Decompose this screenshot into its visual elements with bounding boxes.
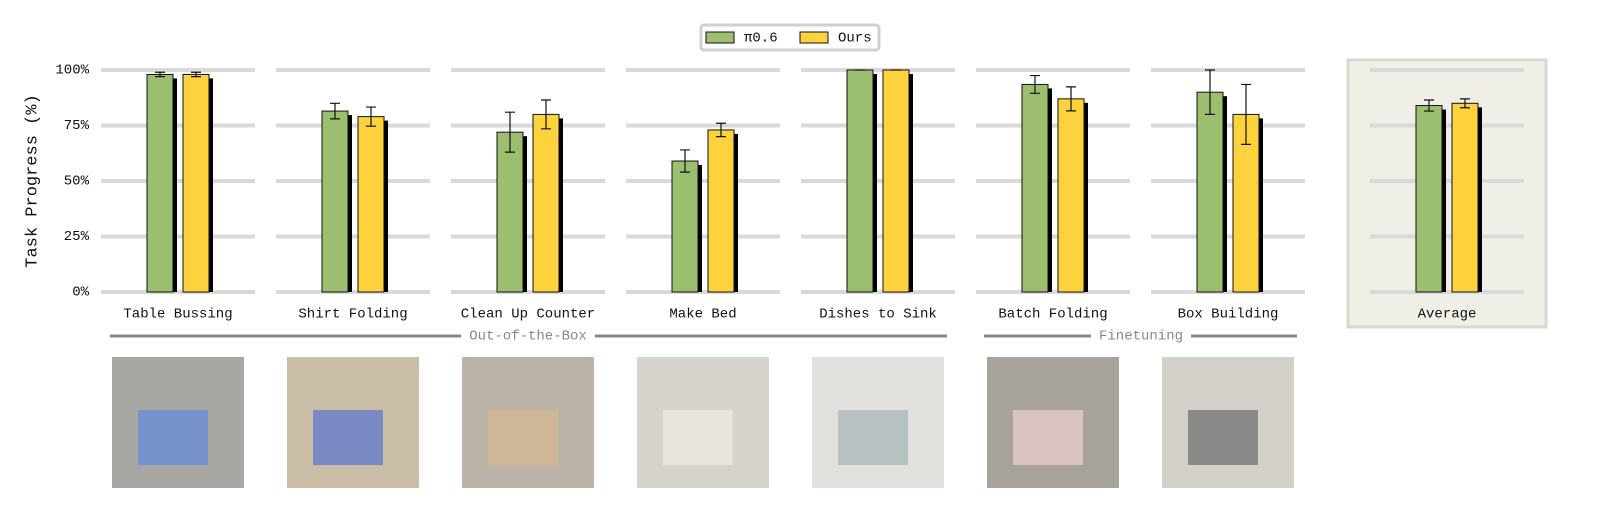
error-bar [366,106,376,127]
bar [182,73,210,293]
y-tick-label: 75% [64,118,90,134]
bar [846,69,874,293]
task-photo-detail [488,410,558,465]
error-bar [155,71,165,78]
photo-fade [987,357,1119,488]
task-photo-detail [1013,410,1083,465]
error-bar [680,149,690,173]
bar [321,110,349,293]
bar [1057,98,1085,293]
y-tick-label: 25% [64,229,90,245]
error-bar [505,111,515,153]
bar [357,116,385,293]
bar [496,131,524,293]
error-bar [1030,74,1040,94]
group-label: Out-of-the-Box [469,329,587,345]
task-photo-detail [1188,410,1258,465]
bar [707,129,735,293]
photo-fade [462,357,594,488]
x-tick-label: Box Building [1178,307,1279,323]
y-tick-label: 0% [72,285,89,301]
task-photo-detail [313,410,383,465]
bar [1196,91,1224,293]
error-bar [1424,99,1434,112]
photo-fade [812,357,944,488]
x-tick-label: Clean Up Counter [461,307,595,323]
error-bar [1205,69,1215,115]
x-tick-label: Table Bussing [123,307,232,323]
legend-label: π0.6 [744,31,778,47]
y-tick-label: 100% [55,63,89,79]
bar [532,113,560,293]
error-bar [330,102,340,120]
photo-fade [1162,357,1294,488]
x-tick-label: Dishes to Sink [819,307,937,323]
x-tick-label: Batch Folding [998,307,1107,323]
task-photo-detail [663,410,733,465]
y-axis-label: Task Progress (%) [23,94,42,267]
error-bar [1241,83,1251,145]
legend-swatch [799,31,829,44]
legend-label: Ours [838,31,872,47]
bar [671,160,699,293]
bar [1021,83,1049,293]
average-panel [1346,58,1548,329]
bar [146,73,174,293]
bar [1451,102,1479,293]
legend-box [699,23,881,52]
group-label: Finetuning [1099,329,1183,345]
error-bar [1460,98,1470,109]
x-tick-label: Average [1418,307,1477,323]
error-bar [541,99,551,130]
task-photo-detail [138,410,208,465]
error-bar [191,71,201,78]
legend-swatch [705,31,735,44]
y-tick-label: 50% [64,174,90,190]
x-tick-label: Make Bed [669,307,736,323]
error-bar [716,122,726,138]
task-photo-detail [838,410,908,465]
x-tick-label: Shirt Folding [298,307,407,323]
photo-fade [112,357,244,488]
photo-fade [287,357,419,488]
bar [882,69,910,293]
photo-fade [637,357,769,488]
bar [1415,105,1443,293]
error-bar [1066,86,1076,112]
